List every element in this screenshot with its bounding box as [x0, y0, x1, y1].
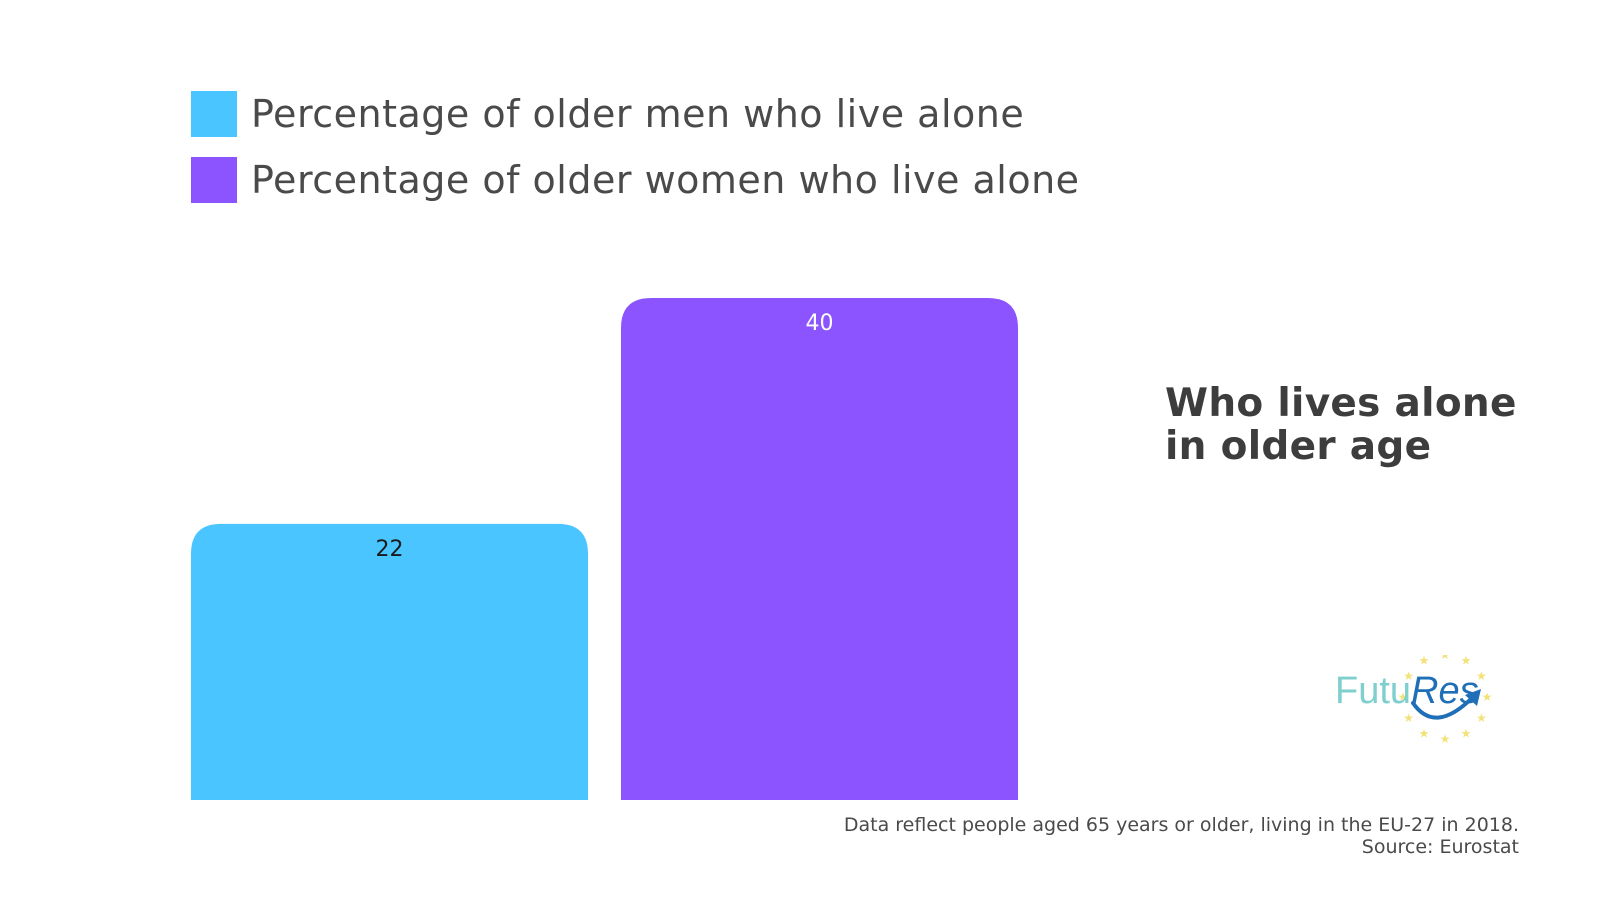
- legend-label-women: Percentage of older women who live alone: [251, 158, 1080, 202]
- bars-layer: 22 40: [191, 298, 1018, 800]
- legend-label-men: Percentage of older men who live alone: [251, 92, 1025, 136]
- logo-star-icon: ★: [1419, 726, 1430, 740]
- logo-text-res: Res: [1411, 670, 1479, 712]
- legend-swatch-men: [191, 91, 237, 137]
- futures-logo: ★ ★ ★ ★ ★ ★ ★ ★ ★ ★ ★ ★ FutuRes: [1335, 655, 1493, 746]
- bar-men: [191, 523, 588, 800]
- logo-star-icon: ★: [1482, 690, 1493, 704]
- chart-title: Who lives alone in older age: [1165, 382, 1565, 468]
- logo-arrowhead: [1465, 689, 1481, 706]
- logo-star-icon: ★: [1403, 711, 1414, 725]
- bar-women: [621, 298, 1018, 800]
- legend-swatch-women: [191, 157, 237, 203]
- logo-star-icon: ★: [1476, 669, 1487, 683]
- legend: Percentage of older men who live alone P…: [191, 90, 1080, 222]
- logo-star-icon: ★: [1476, 711, 1487, 725]
- logo-star-icon: ★: [1398, 690, 1409, 704]
- legend-item-men: Percentage of older men who live alone: [191, 90, 1080, 138]
- logo-swoosh-arrow: [1411, 695, 1475, 720]
- logo-text-futu: Futu: [1335, 670, 1411, 712]
- chart-title-line-1: Who lives alone: [1165, 381, 1517, 426]
- data-label-women: 40: [806, 311, 834, 336]
- chart-title-line-2: in older age: [1165, 424, 1432, 469]
- svg-text:FutuRes: FutuRes: [1335, 670, 1479, 712]
- logo-star-icon: ★: [1461, 655, 1472, 668]
- logo-star-icon: ★: [1461, 726, 1472, 740]
- data-label-men: 22: [376, 537, 404, 562]
- logo-star-icon: ★: [1440, 732, 1451, 746]
- footnote-line-1: Data reflect people aged 65 years or old…: [843, 814, 1519, 836]
- logo-stars: ★ ★ ★ ★ ★ ★ ★ ★ ★ ★ ★ ★: [1398, 655, 1493, 746]
- logo-star-icon: ★: [1403, 669, 1414, 683]
- legend-item-women: Percentage of older women who live alone: [191, 156, 1080, 204]
- footnote-line-2: Source: Eurostat: [1361, 836, 1519, 858]
- footnote: Data reflect people aged 65 years or old…: [844, 814, 1519, 858]
- logo-star-icon: ★: [1440, 655, 1451, 662]
- logo-star-icon: ★: [1419, 655, 1430, 668]
